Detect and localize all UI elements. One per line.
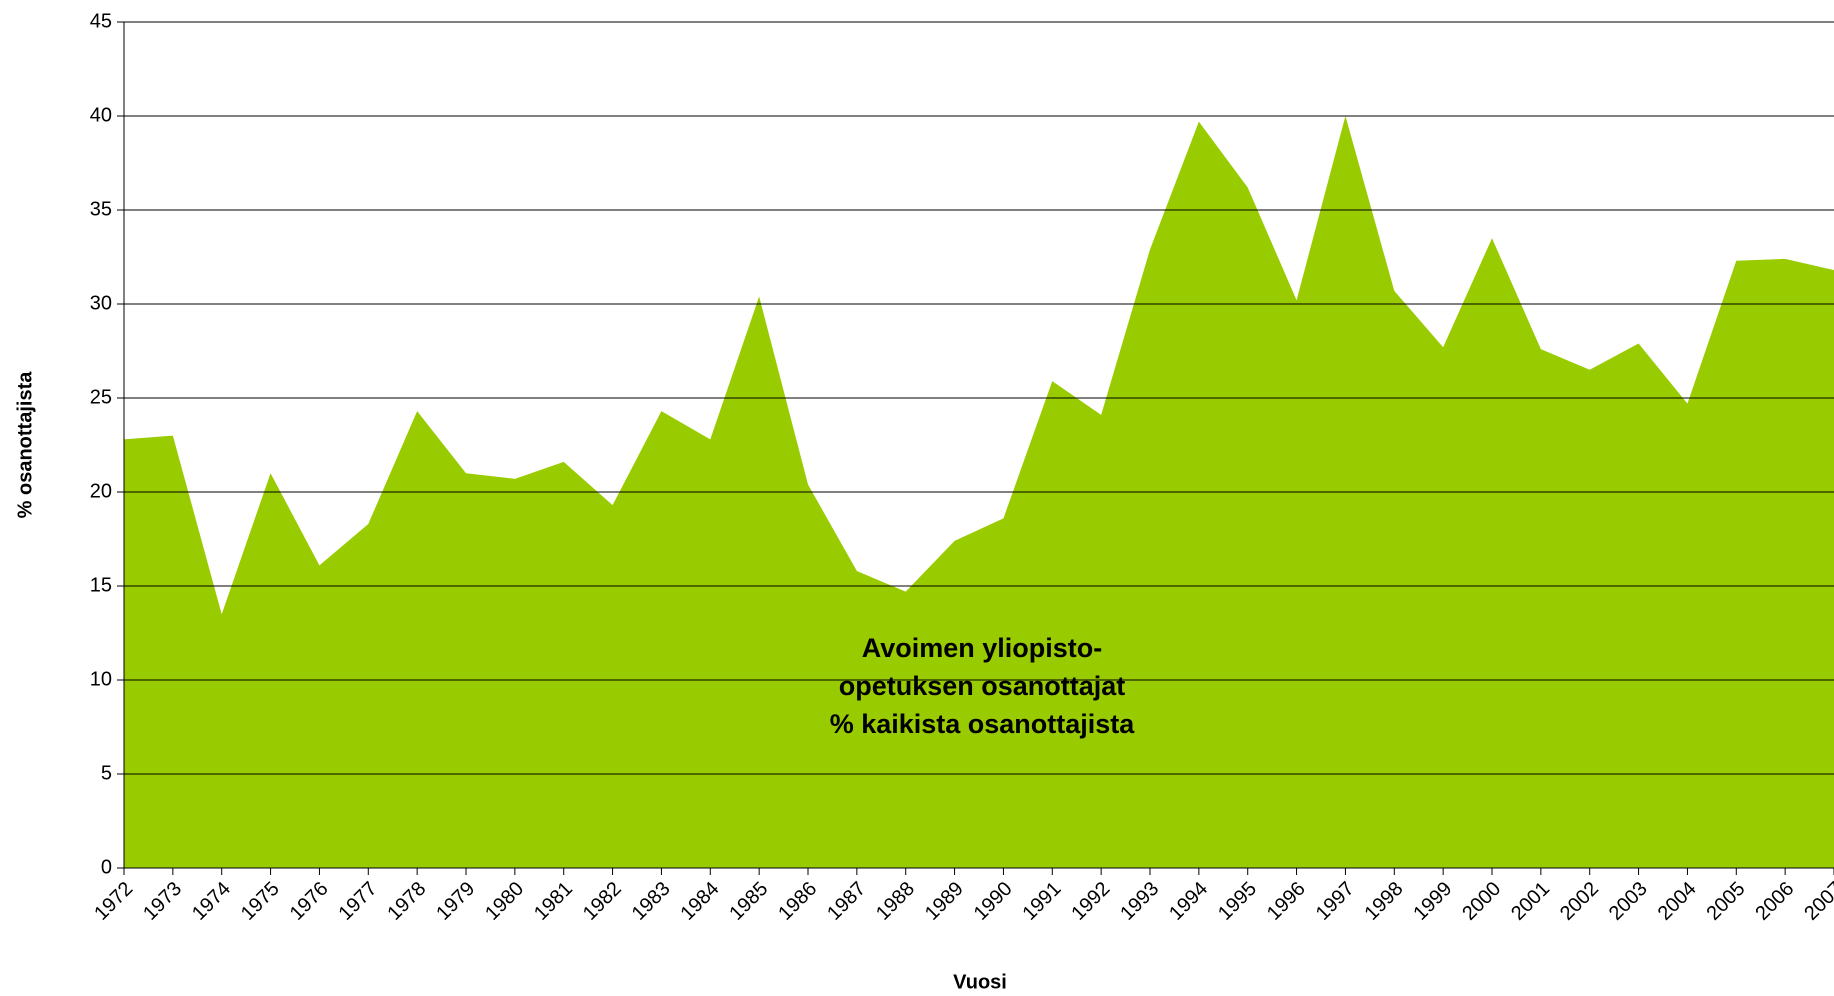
x-axis-label: Vuosi [953,971,1007,993]
y-tick-label: 15 [90,574,112,596]
x-tick-label: 2001 [1507,878,1554,925]
y-tick-label: 10 [90,668,112,690]
x-tick-label: 1982 [579,878,626,925]
x-tick-label: 2002 [1556,878,1603,925]
y-tick-label: 30 [90,292,112,314]
x-tick-label: 1972 [90,878,137,925]
x-tick-label: 1987 [823,878,870,925]
x-tick-label: 1991 [1019,878,1066,925]
annotation: opetuksen osanottajat [839,671,1126,701]
x-tick-label: 1980 [481,878,528,925]
x-tick-label: 1995 [1214,878,1261,925]
x-tick-label: 2006 [1751,878,1798,925]
y-tick-label: 25 [90,386,112,408]
y-tick-label: 45 [90,10,112,32]
x-tick-label: 1994 [1165,878,1212,925]
x-tick-label: 1989 [921,878,968,925]
y-tick-label: 0 [101,856,112,878]
x-tick-label: 1998 [1361,878,1408,925]
x-tick-label: 1997 [1312,878,1359,925]
x-tick-label: 1977 [335,878,382,925]
x-tick-label: 2007 [1800,878,1834,925]
x-tick-label: 1996 [1263,878,1310,925]
x-tick-label: 1974 [188,878,235,925]
y-tick-label: 35 [90,198,112,220]
x-tick-label: 1983 [628,878,675,925]
x-tick-label: 1986 [774,878,821,925]
y-axis-label: % osanottajista [14,371,36,519]
x-tick-label: 1984 [677,878,724,925]
x-tick-label: 1993 [1116,878,1163,925]
x-tick-label: 2003 [1605,878,1652,925]
y-tick-label: 40 [90,104,112,126]
x-tick-label: 1978 [383,878,430,925]
x-tick-label: 1975 [237,878,284,925]
x-tick-label: 2004 [1654,878,1701,925]
x-tick-label: 1999 [1409,878,1456,925]
x-tick-label: 1976 [286,878,333,925]
x-tick-label: 1981 [530,878,577,925]
annotation: % kaikista osanottajista [830,709,1136,739]
x-tick-label: 1985 [725,878,772,925]
y-tick-label: 5 [101,762,112,784]
y-tick-label: 20 [90,480,112,502]
x-tick-label: 2005 [1703,878,1750,925]
x-tick-label: 1992 [1067,878,1114,925]
x-tick-label: 2000 [1458,878,1505,925]
x-tick-label: 1988 [872,878,919,925]
x-tick-label: 1973 [139,878,186,925]
x-tick-label: 1990 [970,878,1017,925]
annotation: Avoimen yliopisto- [862,633,1103,663]
x-tick-label: 1979 [432,878,479,925]
